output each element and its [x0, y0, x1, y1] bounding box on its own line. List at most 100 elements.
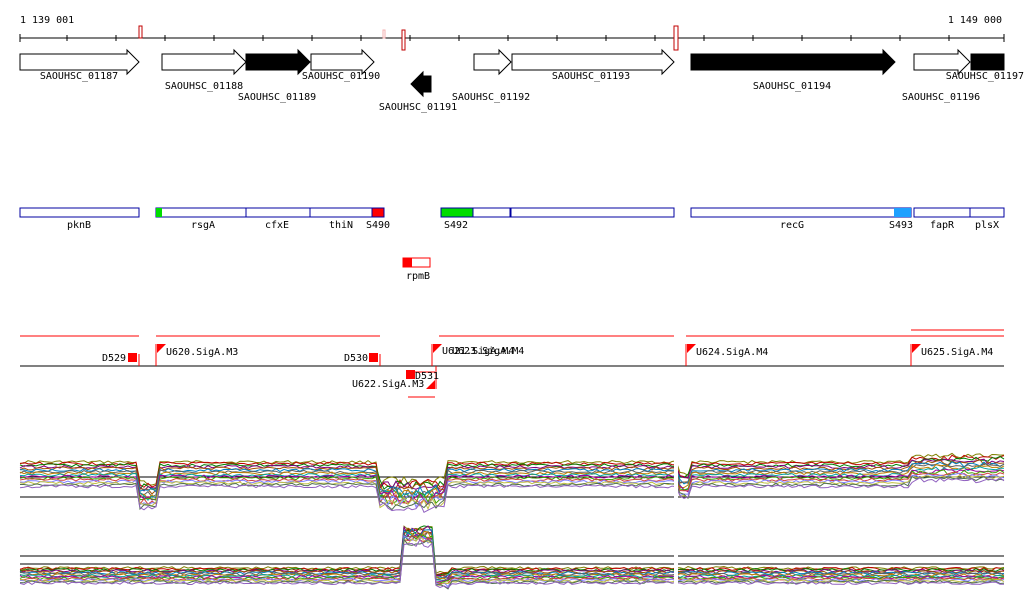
- expression-trace: [19, 538, 1005, 589]
- segment-box[interactable]: [309, 207, 373, 218]
- promoter-flag: [426, 380, 435, 389]
- promoter-label: U623.SigA.M4: [452, 346, 524, 357]
- segments-track: [19, 207, 1005, 268]
- segment-label: S493: [889, 220, 913, 231]
- gene-arrow[interactable]: [19, 48, 140, 76]
- promoter-label: U625.SigA.M4: [921, 347, 993, 358]
- red-mark: [371, 207, 385, 218]
- segment-box[interactable]: [155, 207, 247, 218]
- ruler-marker: [138, 25, 143, 39]
- expression-traces: [19, 525, 1005, 590]
- expression-trace: [19, 454, 1005, 490]
- ruler-start-label: 1 139 001: [20, 15, 74, 26]
- expression-trace: [19, 468, 1005, 504]
- expression-panel-top: [19, 440, 1005, 520]
- ruler-end-label: 1 149 000: [948, 15, 1002, 26]
- gene-label: SAOUHSC_01187: [40, 71, 118, 82]
- gene-label: SAOUHSC_01193: [552, 71, 630, 82]
- expression-trace: [19, 463, 1005, 498]
- expression-trace: [19, 472, 1005, 509]
- ruler-ticks: [19, 34, 1005, 42]
- segment-outline-red: [402, 257, 431, 268]
- gene-arrow[interactable]: [410, 70, 432, 98]
- expression-trace: [19, 459, 1005, 495]
- expression-traces: [19, 452, 1005, 513]
- promoter-label: D531: [415, 371, 439, 382]
- red-mark: [403, 258, 412, 267]
- expression-trace: [19, 525, 1005, 575]
- gene-label: SAOUHSC_01190: [302, 71, 380, 82]
- segment-label: recG: [780, 220, 804, 231]
- segment-label: thiN: [329, 220, 353, 231]
- segment-highlights: [156, 207, 911, 268]
- gene-arrow[interactable]: [970, 53, 1005, 71]
- segment-box[interactable]: [969, 207, 1005, 218]
- gene-label: SAOUHSC_01196: [902, 92, 980, 103]
- panel-gap: [674, 440, 678, 520]
- expression-trace: [19, 455, 1005, 491]
- expression-trace: [19, 466, 1005, 501]
- promoter-marks: [128, 344, 921, 389]
- blue-mark: [894, 208, 911, 217]
- expression-trace: [19, 527, 1004, 578]
- gene-label: SAOUHSC_01191: [379, 102, 457, 113]
- gene-arrow[interactable]: [310, 48, 375, 76]
- segment-label: rsgA: [191, 220, 215, 231]
- segment-box[interactable]: [245, 207, 311, 218]
- promoter-stems: [138, 344, 912, 389]
- segment-label: pknB: [67, 220, 91, 231]
- segment-label: S492: [444, 220, 468, 231]
- promoter-label: U622.SigA.M3: [352, 379, 424, 390]
- segment-box[interactable]: [472, 207, 511, 218]
- expression-trace: [19, 535, 1005, 585]
- promoter-label: U624.SigA.M4: [696, 347, 768, 358]
- segment-label: cfxE: [265, 220, 289, 231]
- gene-labels: SAOUHSC_01187 SAOUHSC_01188 SAOUHSC_0118…: [40, 71, 1024, 113]
- ruler-marker: [401, 29, 406, 51]
- gene-label: SAOUHSC_01192: [452, 92, 530, 103]
- panel-gap: [674, 520, 678, 611]
- expression-panel-bottom: [19, 520, 1005, 611]
- expression-trace: [20, 475, 1005, 511]
- promoter-flag: [157, 344, 166, 353]
- promoter-label: D530: [344, 353, 368, 364]
- segment-label: rpmB: [406, 271, 430, 282]
- segment-label: fapR: [930, 220, 955, 231]
- gene-label: SAOUHSC_01194: [753, 81, 831, 92]
- segment-box[interactable]: [510, 207, 675, 218]
- expression-trace: [19, 477, 1005, 513]
- expression-trace: [19, 463, 1005, 500]
- gene-arrow[interactable]: [161, 48, 247, 76]
- promoter-flag: [687, 344, 696, 353]
- annotated-genes-track: [19, 48, 1005, 98]
- segment-box[interactable]: [690, 207, 912, 218]
- gene-arrow[interactable]: [913, 48, 971, 76]
- terminator-mark: [406, 370, 415, 379]
- promoter-flag: [433, 344, 442, 353]
- segment-labels: pknB rsgA cfxE thiN S490 S492 recG S493 …: [67, 220, 999, 282]
- green-mark: [440, 207, 474, 218]
- gene-arrow[interactable]: [690, 48, 896, 76]
- segment-box[interactable]: [913, 207, 971, 218]
- expression-trace: [19, 471, 1005, 506]
- gene-label: SAOUHSC_01197: [946, 71, 1024, 82]
- transcription-units: [20, 329, 1004, 398]
- coordinate-ruler: 1 139 001 1 149 000: [19, 15, 1005, 51]
- promoter-flag: [912, 344, 921, 353]
- gene-label: SAOUHSC_01189: [238, 92, 316, 103]
- segment-label: plsX: [975, 220, 999, 231]
- gene-arrow[interactable]: [511, 48, 675, 76]
- promoter-label: U620.SigA.M3: [166, 347, 238, 358]
- segment-label: S490: [366, 220, 390, 231]
- ruler-marker: [673, 25, 679, 51]
- green-mark: [156, 208, 162, 217]
- gene-arrow[interactable]: [473, 48, 512, 76]
- promoter-label: U621.SigA.M4: [442, 346, 514, 357]
- terminator-mark: [128, 353, 137, 362]
- ruler-marker: [382, 29, 386, 39]
- gene-arrow[interactable]: [245, 48, 311, 76]
- terminator-mark: [369, 353, 378, 362]
- segment-box[interactable]: [19, 207, 140, 218]
- promoter-label: D529: [102, 353, 126, 364]
